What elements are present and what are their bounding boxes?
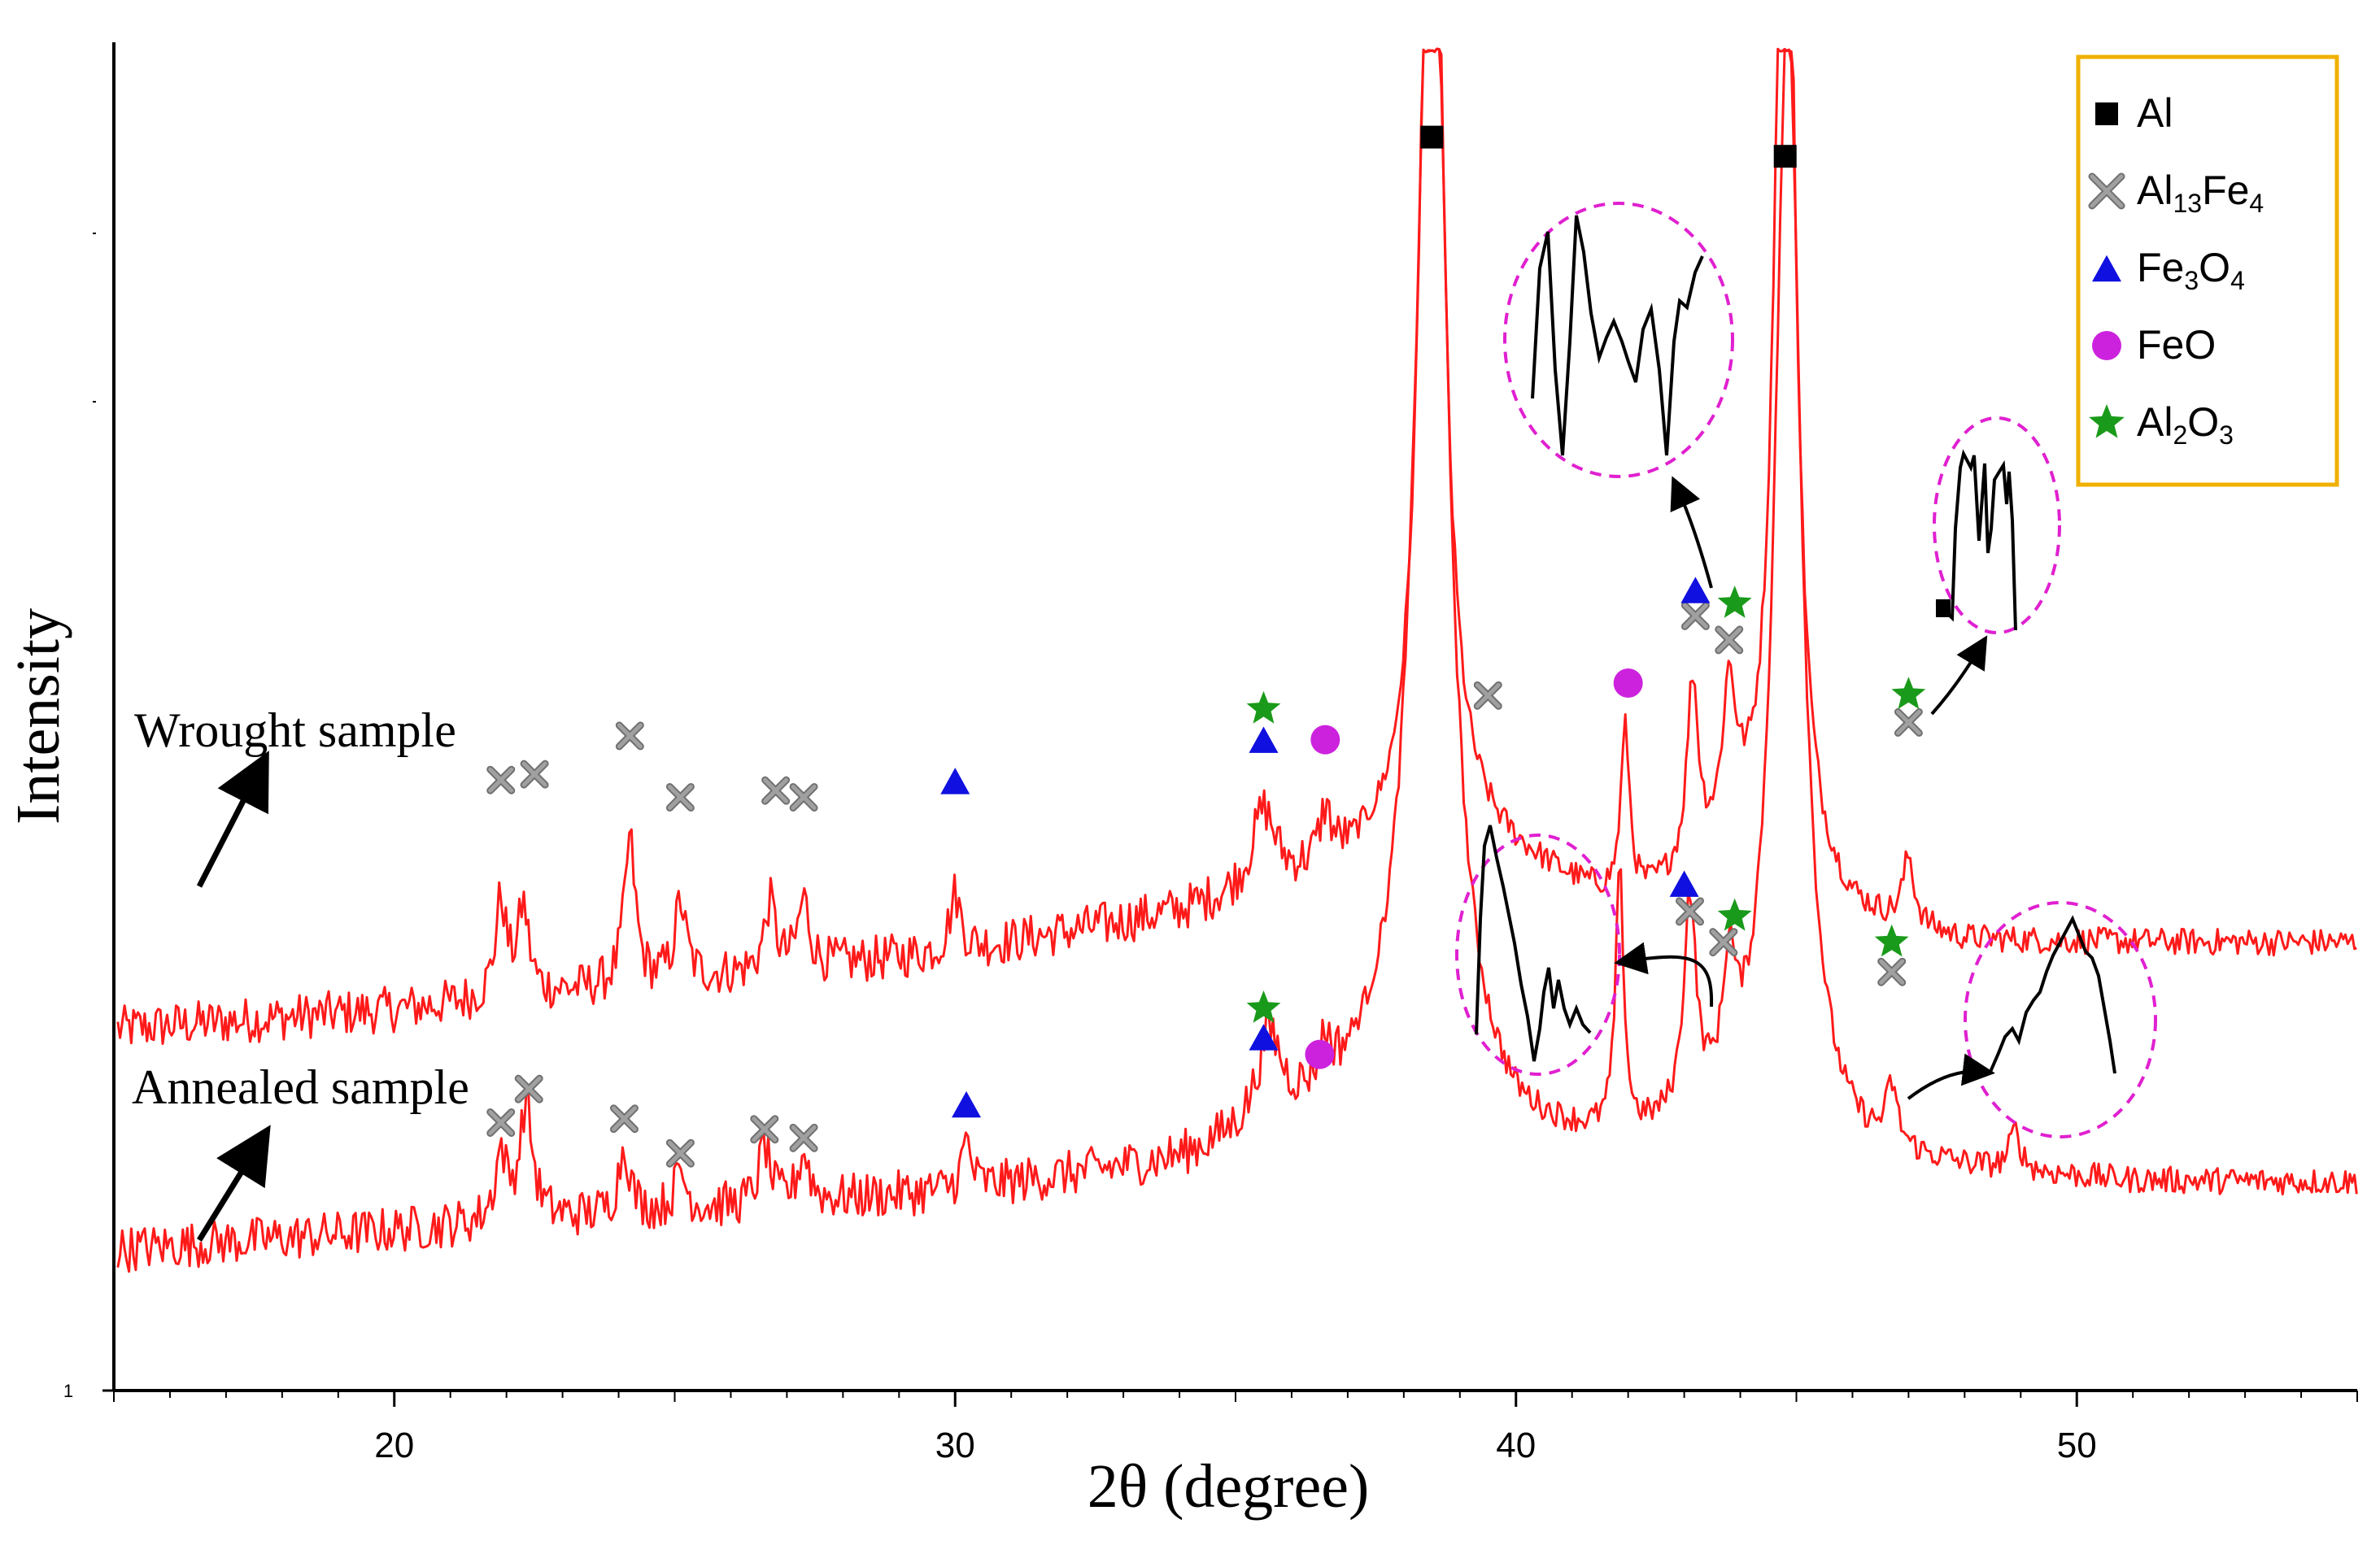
- zoom-inset-mark: [1936, 599, 1951, 617]
- phase-marker-al13fe4-icon: [1675, 897, 1704, 926]
- labels: Intensity 2θ (degree) Wrought sample Ann…: [4, 608, 1369, 1521]
- phase-marker-fe3o4-icon: [1669, 870, 1699, 897]
- legend-entries: Al Al13Fe4 Fe3O4 FeO Al2O3: [2088, 90, 2264, 450]
- legend-fe3o4-icon: [2092, 255, 2121, 282]
- phase-marker-fe3o4-icon: [952, 1090, 982, 1118]
- x-axis-label: 2θ (degree): [1088, 1452, 1370, 1521]
- series-line-annealed: [116, 47, 2358, 1273]
- phase-marker-feo-icon: [1305, 1039, 1335, 1069]
- legend-label-al2o3: Al2O3: [2137, 399, 2234, 450]
- phase-marker-al13fe4-icon: [615, 721, 644, 751]
- legend: Al Al13Fe4 Fe3O4 FeO Al2O3: [2076, 54, 2339, 487]
- x-tick-label: 30: [935, 1426, 975, 1465]
- phase-marker-fe3o4-icon: [1680, 577, 1711, 603]
- phase-marker-al13fe4-icon: [1709, 928, 1738, 957]
- phase-marker-feo-icon: [1310, 725, 1340, 755]
- series-label-annealed: Annealed sample: [132, 1060, 469, 1114]
- phase-marker-al13fe4-icon: [1877, 957, 1907, 986]
- zoom-inset-trace: [1989, 915, 2116, 1074]
- phase-marker-al-icon: [1420, 125, 1444, 149]
- legend-feo-icon: [2092, 331, 2121, 360]
- series-layer: [116, 47, 2358, 1273]
- zoom-inset-trace: [1531, 215, 1704, 456]
- x-tick-label: 40: [1496, 1426, 1536, 1465]
- phase-marker-al13fe4-icon: [789, 782, 818, 812]
- phase-marker-feo-icon: [1613, 668, 1643, 699]
- phase-marker-al13fe4-icon: [665, 1138, 695, 1168]
- phase-marker-al13fe4-icon: [1680, 601, 1710, 630]
- zoom-inset-trace: [1935, 449, 2017, 631]
- phase-marker-al-icon: [1773, 145, 1797, 168]
- phase-marker-al2o3-icon: [1717, 585, 1752, 618]
- phase-marker-al13fe4-icon: [789, 1123, 818, 1152]
- phase-marker-fe3o4-icon: [1249, 726, 1279, 753]
- phase-marker-al2o3-icon: [1717, 898, 1752, 931]
- inset-pointer-arrow: [1614, 942, 1714, 1008]
- inset-pointer-arrow: [1930, 635, 1988, 716]
- y-axis-label: Intensity: [4, 608, 72, 825]
- zoom-inset-trace: [1475, 825, 1592, 1062]
- phase-marker-al13fe4-icon: [486, 1108, 516, 1137]
- phase-marker-al2o3-icon: [1246, 690, 1281, 724]
- legend-label-al13fe4: Al13Fe4: [2137, 168, 2264, 218]
- wrought-label-arrow: [196, 751, 269, 888]
- phase-marker-al13fe4-icon: [761, 776, 791, 805]
- y-tick-label: 1: [63, 1381, 73, 1401]
- legend-label-feo: FeO: [2137, 322, 2216, 368]
- zoom-inset-ellipse: [1503, 202, 1734, 478]
- x-tick-label: 20: [374, 1426, 414, 1465]
- phase-marker-fe3o4-icon: [1249, 1024, 1279, 1051]
- series-label-wrought: Wrought sample: [134, 703, 456, 757]
- phase-marker-al2o3-icon: [1891, 677, 1926, 709]
- phase-marker-al13fe4-icon: [514, 1074, 543, 1103]
- phase-marker-al13fe4-icon: [750, 1115, 779, 1144]
- inset-pointer-arrow: [1907, 1053, 1995, 1100]
- phase-marker-al13fe4-icon: [1473, 681, 1502, 710]
- legend-label-al: Al: [2137, 90, 2173, 136]
- legend-label-fe3o4: Fe3O4: [2137, 245, 2245, 295]
- phase-marker-fe3o4-icon: [940, 768, 970, 794]
- phase-marker-al13fe4-icon: [1894, 707, 1923, 737]
- pointer-arrows: [196, 476, 1995, 1242]
- inset-pointer-arrow: [1670, 476, 1713, 589]
- legend-al-icon: [2095, 102, 2118, 125]
- phase-marker-al13fe4-icon: [486, 765, 516, 794]
- x-tick-label: 50: [2057, 1426, 2097, 1465]
- x-ticks: 20 30 40 50: [113, 1391, 2358, 1465]
- phase-markers: [486, 125, 1926, 1168]
- zoom-inset-ellipse: [1933, 416, 2061, 634]
- phase-marker-al2o3-icon: [1246, 990, 1281, 1023]
- phase-marker-al13fe4-icon: [609, 1104, 639, 1134]
- legend-al13fe4-icon: [2088, 172, 2125, 210]
- phase-marker-al13fe4-icon: [665, 782, 695, 812]
- series-line-wrought: [116, 47, 2357, 1045]
- phase-marker-al13fe4-icon: [1715, 625, 1744, 655]
- axes: 20 30 40 50 1: [63, 42, 2358, 1465]
- phase-marker-al13fe4-icon: [520, 760, 549, 789]
- legend-al2o3-icon: [2089, 404, 2125, 438]
- phase-marker-al2o3-icon: [1874, 924, 1909, 957]
- annealed-label-arrow: [197, 1125, 271, 1242]
- zoom-insets: [1455, 202, 2157, 1138]
- legend-box: [2076, 54, 2339, 487]
- zoom-inset-ellipse: [1964, 901, 2157, 1138]
